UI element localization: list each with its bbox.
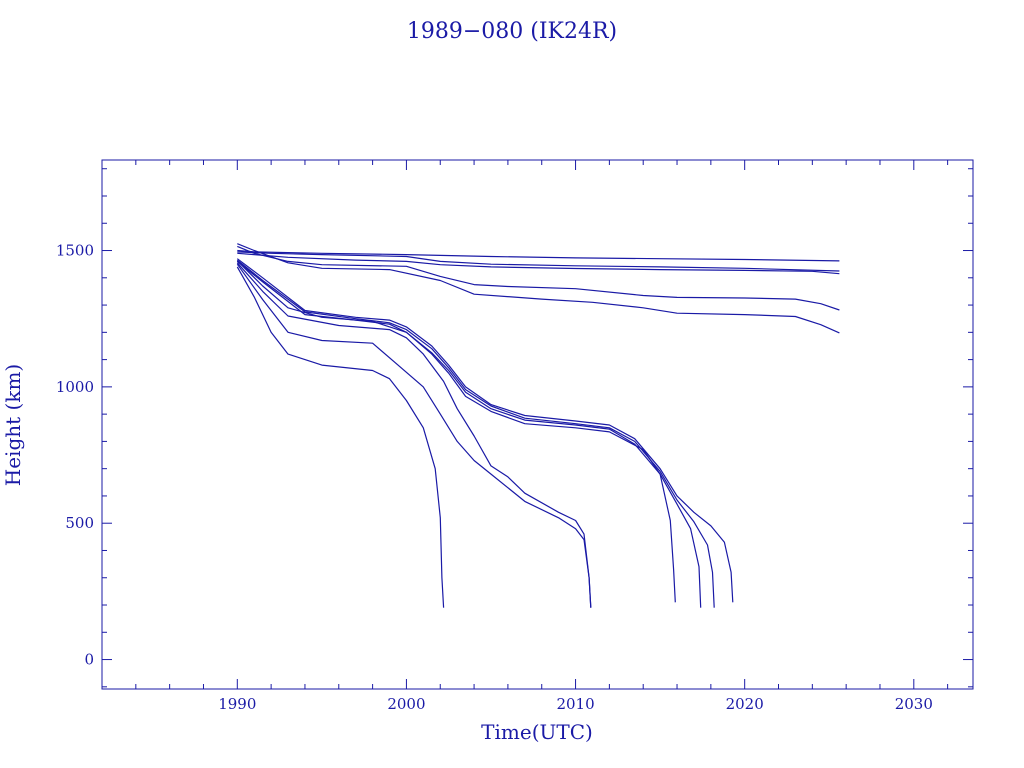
y-tick-label: 1000 (56, 378, 94, 396)
series-line-11 (236, 263, 592, 608)
x-tick-label: 2010 (556, 695, 594, 713)
series-line-12 (236, 266, 445, 608)
axis-ticks: 1990 2000 2010 2020 2030 0 500 1000 1500 (56, 160, 973, 713)
plot-frame (101, 159, 974, 690)
series-line-5 (237, 243, 840, 334)
y-tick-label: 500 (65, 514, 94, 532)
series-line-10 (236, 262, 592, 608)
chart-title: 1989−080 (IK24R) (407, 19, 617, 44)
series-line-2 (237, 251, 840, 272)
y-tick-label: 1500 (56, 242, 94, 260)
x-tick-label: 2030 (895, 695, 933, 713)
x-axis-label: Time(UTC) (481, 720, 593, 744)
series-line-4 (237, 245, 840, 311)
series-line-9 (236, 260, 676, 603)
data-series (236, 243, 840, 608)
x-tick-label: 2000 (387, 695, 425, 713)
series-line-6 (236, 258, 734, 603)
x-tick-label: 2020 (726, 695, 764, 713)
series-line-1 (237, 249, 840, 262)
series-line-7 (236, 259, 715, 608)
y-tick-label: 0 (84, 651, 94, 669)
series-line-3 (237, 252, 840, 275)
y-axis-label: Height (km) (1, 364, 25, 486)
x-tick-label: 1990 (218, 695, 256, 713)
